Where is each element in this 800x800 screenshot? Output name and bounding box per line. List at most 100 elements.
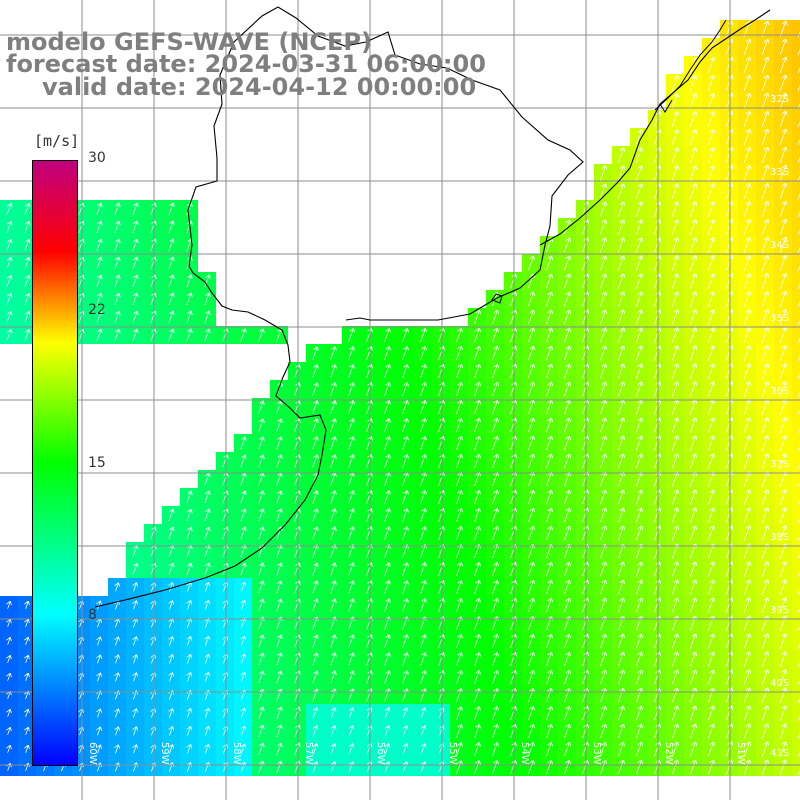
wind-arrow bbox=[402, 454, 409, 468]
wind-arrow bbox=[474, 597, 481, 612]
wind-arrow bbox=[420, 453, 427, 468]
wind-arrow bbox=[743, 236, 752, 253]
wind-arrow bbox=[761, 20, 770, 38]
wind-arrow bbox=[492, 363, 499, 379]
wind-arrow bbox=[438, 327, 445, 342]
wind-arrow bbox=[276, 634, 283, 648]
wind-arrow bbox=[402, 399, 409, 414]
wind-arrow bbox=[204, 635, 211, 646]
wind-arrow bbox=[546, 561, 553, 577]
wind-arrow bbox=[24, 618, 30, 628]
wind-arrow bbox=[635, 273, 644, 289]
wind-arrow bbox=[617, 273, 626, 289]
wind-arrow bbox=[420, 381, 427, 396]
wind-arrow bbox=[6, 654, 12, 663]
wind-arrow bbox=[779, 344, 788, 361]
wind-arrow bbox=[114, 636, 120, 646]
wind-arrow bbox=[474, 651, 481, 666]
wind-arrow bbox=[96, 202, 103, 216]
wind-cell bbox=[792, 434, 800, 452]
wind-arrow bbox=[96, 654, 102, 664]
wind-arrow bbox=[779, 579, 788, 595]
wind-arrow bbox=[761, 74, 770, 92]
wind-arrow bbox=[671, 381, 680, 397]
wind-arrow bbox=[420, 399, 427, 414]
wind-arrow bbox=[546, 327, 553, 343]
lagoon-outline bbox=[654, 19, 727, 113]
wind-cell bbox=[792, 596, 800, 614]
wind-cell bbox=[792, 308, 800, 326]
wind-arrow bbox=[617, 219, 626, 235]
wind-arrow bbox=[474, 669, 481, 684]
wind-arrow bbox=[96, 744, 102, 754]
wind-arrow bbox=[564, 345, 571, 361]
wind-arrow bbox=[510, 561, 517, 577]
wind-arrow bbox=[707, 525, 716, 541]
wind-arrow bbox=[258, 454, 265, 468]
wind-arrow bbox=[528, 345, 535, 361]
wind-arrow bbox=[168, 636, 175, 646]
wind-arrow bbox=[330, 418, 337, 432]
wind-arrow bbox=[474, 724, 481, 738]
wind-arrow bbox=[528, 579, 535, 595]
wind-arrow bbox=[761, 380, 770, 397]
wind-arrow bbox=[132, 310, 139, 324]
wind-arrow bbox=[690, 759, 697, 775]
wind-arrow bbox=[636, 579, 643, 595]
wind-arrow bbox=[761, 525, 770, 541]
wind-arrow bbox=[24, 202, 31, 215]
wind-arrow bbox=[294, 436, 301, 450]
wind-arrow bbox=[114, 654, 120, 664]
wind-arrow bbox=[636, 561, 643, 577]
wind-arrow bbox=[761, 38, 770, 56]
wind-arrow bbox=[240, 635, 247, 647]
wind-arrow bbox=[546, 633, 553, 649]
wind-arrow bbox=[707, 309, 716, 325]
wind-arrow bbox=[797, 203, 800, 218]
wind-arrow bbox=[474, 345, 481, 361]
wind-arrow bbox=[294, 526, 301, 540]
wind-arrow bbox=[690, 723, 697, 739]
wind-arrow bbox=[618, 759, 625, 775]
wind-arrow bbox=[671, 309, 680, 325]
wind-arrow bbox=[671, 291, 680, 307]
wind-arrow bbox=[420, 490, 427, 504]
wind-arrow bbox=[743, 218, 752, 235]
wind-arrow bbox=[204, 310, 211, 324]
wind-arrow bbox=[797, 131, 800, 146]
wind-arrow bbox=[689, 92, 698, 109]
wind-arrow bbox=[546, 417, 553, 433]
wind-arrow bbox=[546, 597, 553, 613]
wind-arrow bbox=[689, 183, 698, 199]
wind-arrow bbox=[671, 417, 680, 433]
colorbar bbox=[32, 160, 78, 766]
wind-arrow bbox=[671, 273, 680, 289]
wind-arrow bbox=[779, 416, 788, 433]
colorbar-tick-15: 15 bbox=[88, 455, 106, 471]
wind-arrow bbox=[168, 310, 175, 324]
wind-arrow bbox=[779, 38, 788, 56]
wind-arrow bbox=[168, 274, 175, 288]
wind-arrow bbox=[168, 256, 175, 270]
wind-arrow bbox=[402, 562, 409, 576]
wind-arrow bbox=[6, 202, 13, 215]
wind-arrow bbox=[671, 579, 680, 595]
wind-arrow bbox=[779, 507, 788, 523]
wind-arrow bbox=[779, 290, 788, 307]
wind-arrow bbox=[743, 344, 752, 361]
wind-arrow bbox=[96, 726, 102, 736]
wind-arrow bbox=[707, 56, 716, 73]
wind-arrow bbox=[312, 580, 319, 594]
wind-arrow bbox=[761, 453, 770, 469]
wind-arrow bbox=[797, 149, 800, 164]
wind-arrow bbox=[761, 128, 770, 146]
wind-arrow bbox=[438, 417, 445, 432]
wind-arrow bbox=[618, 633, 625, 649]
wind-arrow bbox=[617, 309, 626, 325]
wind-arrow bbox=[528, 291, 535, 307]
wind-arrow bbox=[671, 561, 680, 577]
wind-arrow bbox=[420, 598, 427, 612]
wind-arrow bbox=[420, 707, 427, 719]
wind-arrow bbox=[294, 364, 301, 378]
wind-arrow bbox=[114, 256, 121, 270]
